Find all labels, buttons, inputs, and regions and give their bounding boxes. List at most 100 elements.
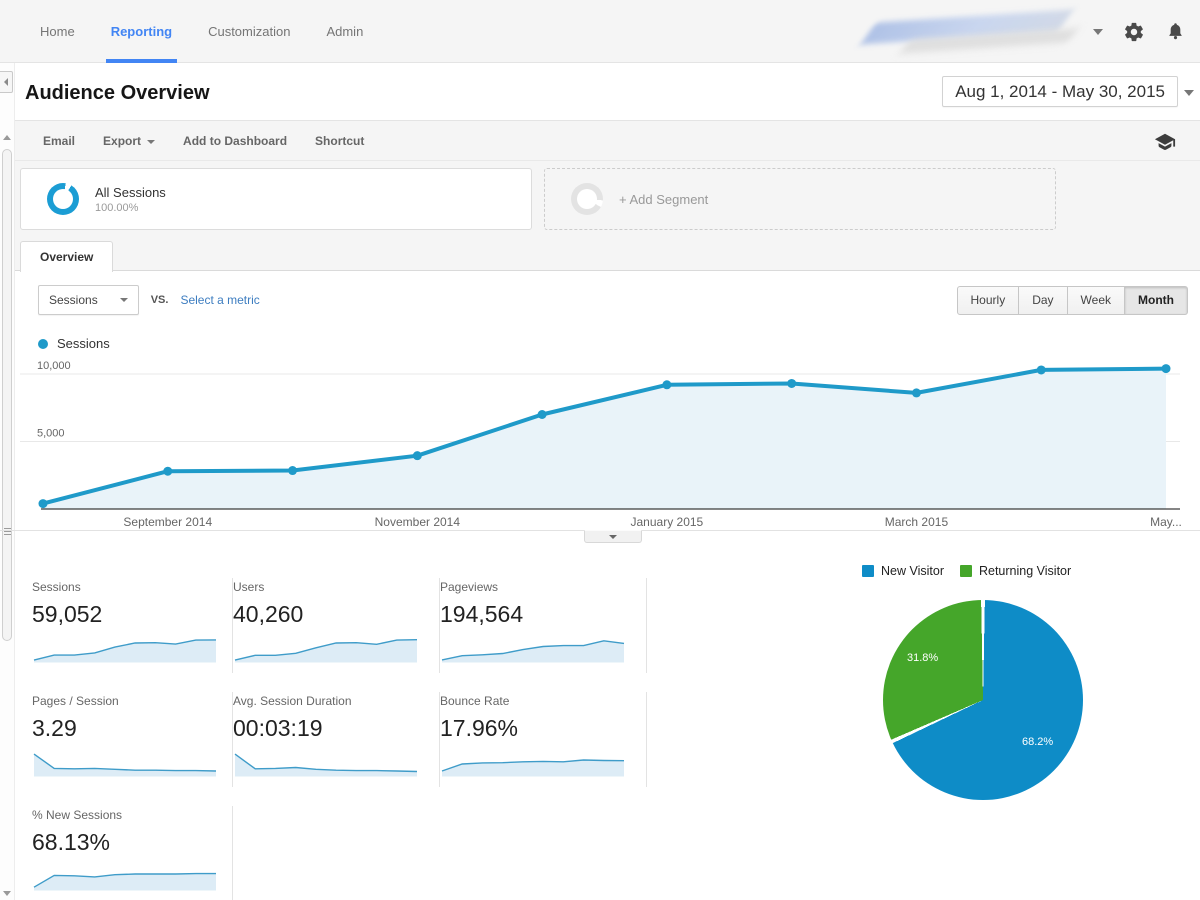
sessions-legend-dot-icon	[38, 338, 48, 349]
x-axis-label-january-2015: January 2015	[630, 515, 704, 529]
metric-value: 3.29	[32, 715, 77, 741]
metric-label: % New Sessions	[32, 808, 123, 822]
metric-card-new-sessions: % New Sessions 68.13%	[32, 806, 233, 900]
segments-bar: All Sessions 100.00% + Add Segment	[15, 161, 1200, 241]
pie-legend: New Visitor Returning Visitor	[862, 564, 1071, 578]
sidebar-collapse-icon[interactable]	[0, 71, 13, 93]
legend-label: New Visitor	[881, 564, 944, 578]
pie-label-new: 68.2%	[1022, 736, 1054, 748]
metric-label: Pageviews	[440, 580, 499, 594]
scroll-down-icon[interactable]	[3, 891, 11, 896]
account-name-redacted[interactable]	[860, 8, 1079, 54]
x-axis-label-march-2015: March 2015	[884, 515, 949, 529]
nav-item-reporting[interactable]: Reporting	[93, 0, 190, 63]
select-a-metric-link[interactable]: Select a metric	[180, 293, 260, 307]
metric-select-caret-icon	[119, 298, 128, 302]
pie-label-returning: 31.8%	[907, 652, 939, 664]
granularity-toggle: Hourly Day Week Month	[956, 286, 1188, 315]
toolbar-shortcut[interactable]: Shortcut	[315, 134, 365, 148]
top-nav: Home Reporting Customization Admin	[0, 0, 1200, 63]
legend-new-visitor: New Visitor	[862, 564, 944, 578]
legend-label: Returning Visitor	[978, 564, 1072, 578]
granularity-hourly[interactable]: Hourly	[956, 286, 1020, 315]
scroll-up-icon[interactable]	[3, 135, 11, 140]
metric-label: Pages / Session	[32, 694, 119, 708]
primary-nav: Home Reporting Customization Admin	[22, 0, 381, 63]
metric-value: 194,564	[440, 601, 524, 627]
segment-percent: 100.00%	[95, 201, 139, 214]
metric-grid: Sessions 59,052 Users 40,260 Pageviews 194,56…	[32, 578, 647, 900]
sparkline-pages-session	[33, 753, 217, 777]
page-title: Audience Overview	[25, 82, 210, 104]
scrollbar-thumb[interactable]	[2, 149, 12, 641]
account-dropdown-caret-icon[interactable]	[1093, 28, 1103, 35]
sparkline-avg-session-duration	[234, 753, 418, 777]
granularity-month[interactable]: Month	[1124, 286, 1188, 315]
granularity-day[interactable]: Day	[1018, 286, 1068, 315]
toolbar-items: Email Export Add to Dashboard Shortcut	[29, 121, 378, 161]
sparkline-bounce-rate	[441, 759, 625, 777]
date-range-selector[interactable]: Aug 1, 2014 - May 30, 2015	[942, 76, 1178, 107]
toolbar-add-to-dashboard[interactable]: Add to Dashboard	[183, 134, 288, 148]
metric-label: Bounce Rate	[440, 694, 510, 708]
nav-item-customization[interactable]: Customization	[208, 24, 291, 39]
chart-panel: Sessions VS. Select a metric Hourly Day We…	[0, 272, 1200, 560]
segment-all-sessions[interactable]: All Sessions 100.00%	[20, 168, 532, 230]
metric-card-users: Users 40,260	[233, 578, 440, 673]
nav-item-admin[interactable]: Admin	[326, 24, 364, 39]
chart-legend: Sessions	[38, 336, 110, 351]
sessions-line-chart[interactable]: 5,000 10,000	[20, 354, 1180, 512]
metric-card-sessions: Sessions 59,052	[32, 578, 233, 673]
toolbar-export[interactable]: Export	[89, 121, 169, 161]
sparkline-sessions	[33, 639, 217, 663]
education-graduation-cap-icon[interactable]	[1154, 131, 1176, 153]
notifications-bell-icon[interactable]	[1165, 21, 1186, 42]
metric-value: 68.13%	[32, 829, 111, 855]
metric-card-avg-session-duration: Avg. Session Duration 00:03:19	[233, 692, 440, 787]
sparkline-users	[234, 639, 418, 663]
page-header: Audience Overview Aug 1, 2014 - May 30, …	[15, 63, 1200, 120]
add-segment-button[interactable]: + Add Segment	[544, 168, 1056, 230]
nav-item-home[interactable]: Home	[40, 24, 75, 39]
metrics-section: Sessions 59,052 Users 40,260 Pageviews 194,56…	[15, 560, 1200, 900]
date-range-value: Aug 1, 2014 - May 30, 2015	[955, 82, 1165, 101]
toolbar-email[interactable]: Email	[43, 134, 76, 148]
metric-value: 40,260	[233, 601, 304, 627]
metric-value: 17.96%	[440, 715, 519, 741]
x-axis-labels: September 2014 November 2014 January 2015 M…	[20, 515, 1182, 531]
visitor-type-pie-chart[interactable]: 31.8% 68.2%	[883, 600, 1083, 800]
metric-value: 59,052	[32, 601, 103, 627]
x-axis-label-may: May...	[1150, 515, 1182, 529]
chart-controls: Sessions VS. Select a metric	[38, 285, 260, 315]
legend-swatch-icon	[862, 565, 874, 577]
grip-icon	[3, 528, 11, 535]
segment-donut-icon	[47, 183, 79, 215]
tab-overview[interactable]: Overview	[20, 241, 114, 272]
legend-swatch-icon	[959, 565, 972, 577]
metric-card-pages-session: Pages / Session 3.29	[32, 692, 233, 787]
vs-label: VS.	[150, 294, 169, 306]
granularity-week[interactable]: Week	[1066, 286, 1126, 315]
left-scroll-rail	[0, 63, 15, 900]
segment-title: All Sessions	[95, 184, 166, 200]
chevron-down-icon	[609, 534, 617, 539]
add-segment-donut-icon	[571, 183, 603, 215]
metric-card-pageviews: Pageviews 194,564	[440, 578, 647, 673]
legend-returning-visitor: Returning Visitor	[959, 564, 1072, 578]
svg-text:5,000: 5,000	[37, 428, 65, 440]
svg-text:10,000: 10,000	[37, 360, 71, 372]
top-nav-right	[860, 0, 1186, 63]
metric-select-dropdown[interactable]: Sessions	[38, 285, 139, 315]
x-axis-label-september-2014: September 2014	[123, 515, 213, 529]
add-segment-label: + Add Segment	[619, 191, 709, 207]
export-caret-icon	[147, 140, 156, 144]
tab-row: Overview	[15, 241, 1200, 272]
report-toolbar: Email Export Add to Dashboard Shortcut	[15, 120, 1200, 161]
metric-card-bounce-rate: Bounce Rate 17.96%	[440, 692, 647, 787]
chart-expander-button[interactable]	[584, 530, 642, 543]
settings-gear-icon[interactable]	[1123, 21, 1145, 43]
metric-value: 00:03:19	[233, 715, 323, 741]
date-range-caret-icon[interactable]	[1184, 90, 1194, 96]
sparkline-pageviews	[441, 640, 625, 663]
